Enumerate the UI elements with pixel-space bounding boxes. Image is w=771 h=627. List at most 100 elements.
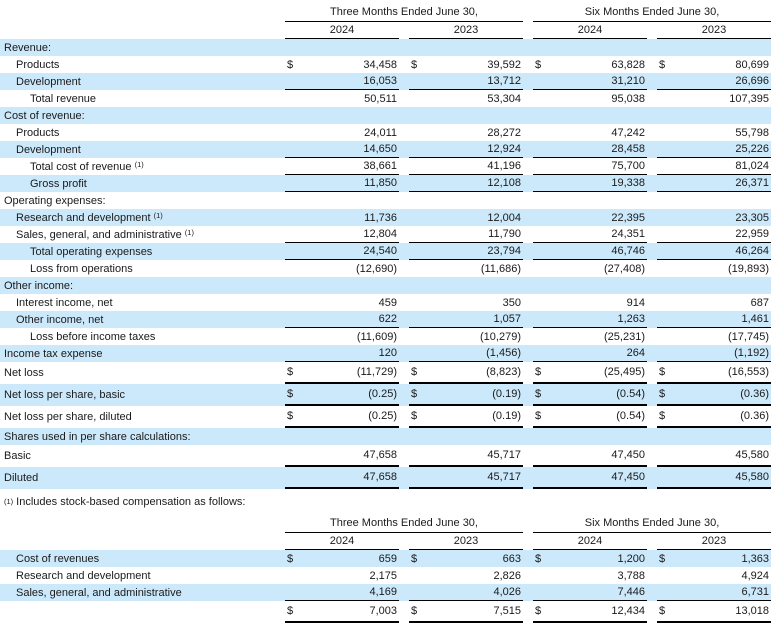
column-gap [523, 584, 533, 601]
footnote-ref: (1) [184, 228, 194, 237]
value-cell: (27,408) [533, 260, 647, 277]
cell-value: 12,434 [611, 605, 645, 617]
cell-value: (25,231) [604, 330, 645, 343]
period-header: Six Months Ended June 30, [533, 3, 771, 22]
cell-value: 46,746 [611, 245, 645, 257]
year-header: 2023 [657, 533, 771, 550]
cell-value: 28,458 [611, 143, 645, 155]
cell-value: 7,446 [617, 586, 645, 598]
row-label-text: Products [16, 58, 60, 71]
income-statement-table: Three Months Ended June 30, Six Months En… [0, 3, 771, 489]
cell-value: 120 [378, 347, 397, 359]
row-label: Revenue: [0, 42, 285, 54]
value-cell: 46,746 [533, 243, 647, 260]
year-header: 2023 [409, 22, 523, 39]
value-cell [657, 39, 771, 56]
row-label: Products [0, 59, 285, 71]
value-cell: $ (0.25) [285, 384, 399, 406]
cell-value: (25,495) [604, 366, 645, 378]
value-cell: $ (0.19) [409, 384, 523, 406]
cell-value: (11,686) [480, 262, 521, 275]
year-header-row: 2024 2023 2024 2023 [0, 533, 771, 550]
row-label: Net loss [0, 367, 285, 379]
cell-value: 12,924 [487, 143, 521, 155]
row-label: Other income, net [0, 314, 285, 326]
column-gap [647, 158, 657, 175]
cell-value: 914 [626, 296, 645, 309]
value-cell: 45,580 [657, 445, 771, 467]
value-cell [409, 428, 523, 445]
value-cell: (11,686) [409, 260, 523, 277]
cell-value: 2,826 [493, 569, 521, 582]
column-gap [399, 22, 409, 39]
column-gap [647, 533, 657, 550]
year-header: 2023 [657, 22, 771, 39]
value-cell [409, 107, 523, 124]
table-row: Cost of revenue: [0, 107, 771, 124]
table-row: Gross profit 11,850 12,108 19,338 26,371 [0, 175, 771, 192]
value-cell: $663 [409, 550, 523, 567]
table-row: Basic 47,658 45,717 47,450 45,580 [0, 445, 771, 467]
period-header-label: Six Months Ended June 30, [584, 6, 720, 18]
column-gap [399, 328, 409, 345]
value-cell: 47,450 [533, 467, 647, 489]
row-label-text: Sales, general, and administrative [16, 586, 182, 599]
dollar-sign: $ [535, 410, 542, 422]
column-gap [523, 22, 533, 39]
value-cell: 264 [533, 345, 647, 362]
column-gap [523, 567, 533, 584]
cell-value: 7,515 [493, 605, 521, 617]
value-cell [285, 428, 399, 445]
year-header: 2024 [285, 22, 399, 39]
value-cell: $ (0.25) [285, 406, 399, 428]
row-label: Diluted [0, 472, 285, 484]
value-cell: 2,175 [285, 567, 399, 584]
value-cell: (1,192) [657, 345, 771, 362]
row-label: Net loss per share, basic [0, 389, 285, 401]
column-gap [399, 533, 409, 550]
cell-value: 47,242 [611, 126, 645, 139]
cell-value: (19,893) [728, 262, 769, 275]
column-gap [399, 445, 409, 467]
period-header: Three Months Ended June 30, [285, 514, 523, 533]
row-label: Products [0, 127, 285, 139]
cell-value: 1,057 [493, 313, 521, 325]
cell-value: (0.36) [740, 388, 769, 400]
value-cell: 22,959 [657, 226, 771, 243]
year-header-label: 2023 [701, 24, 727, 36]
value-cell: 107,395 [657, 90, 771, 107]
row-label-text: Cost of revenues [16, 552, 100, 565]
value-cell: (12,690) [285, 260, 399, 277]
cell-value: 81,024 [735, 160, 769, 172]
value-cell: $63,828 [533, 56, 647, 73]
row-label-text: Gross profit [30, 177, 87, 190]
value-cell: 13,712 [409, 73, 523, 90]
value-cell: 12,924 [409, 141, 523, 158]
dollar-sign: $ [659, 58, 666, 71]
column-gap [399, 39, 409, 56]
value-cell: (17,745) [657, 328, 771, 345]
value-cell: 7,446 [533, 584, 647, 601]
row-label: Cost of revenues [0, 553, 285, 565]
table-row: Total cost of revenue (1) 38,661 41,196 75,… [0, 158, 771, 175]
value-cell: 6,731 [657, 584, 771, 601]
cell-value: 28,272 [487, 126, 521, 139]
cell-value: 95,038 [611, 92, 645, 105]
value-cell: 4,924 [657, 567, 771, 584]
dollar-sign: $ [659, 410, 666, 422]
table-row: Diluted 47,658 45,717 47,450 45,580 [0, 467, 771, 489]
table-row: Research and development 2,175 2,826 3,788 4… [0, 567, 771, 584]
cell-value: 2,175 [369, 569, 397, 582]
column-gap [647, 467, 657, 489]
column-gap [523, 73, 533, 90]
footnote-ref: (1) [153, 211, 163, 220]
column-gap [399, 428, 409, 445]
cell-value: 11,850 [364, 177, 397, 189]
row-label: Income tax expense [0, 348, 285, 360]
cell-value: 13,018 [735, 605, 769, 617]
table-row: Shares used in per share calculations: [0, 428, 771, 445]
cell-value: 1,263 [617, 313, 645, 325]
cell-value: 687 [750, 296, 769, 309]
row-label-text: Net loss [4, 367, 44, 379]
value-cell: 1,461 [657, 311, 771, 328]
